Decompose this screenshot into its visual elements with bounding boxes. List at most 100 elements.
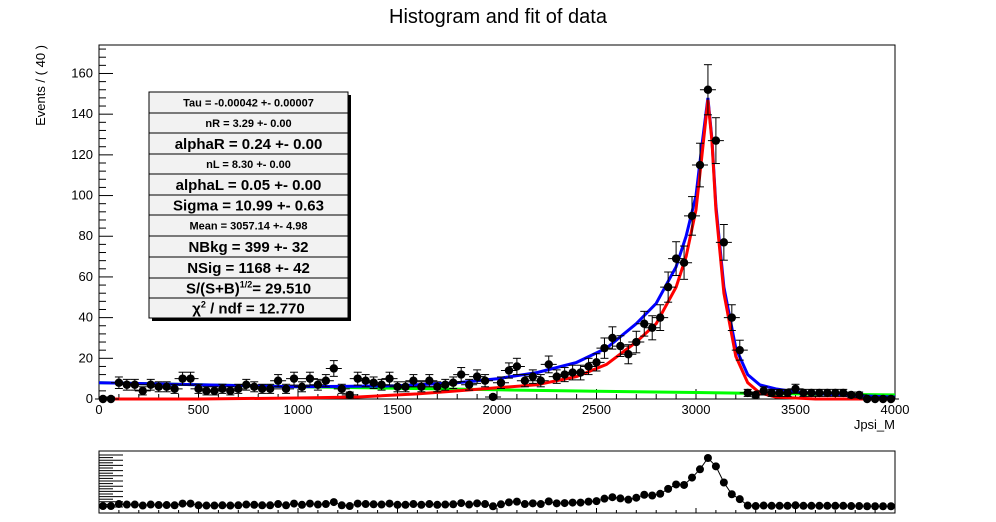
data-point xyxy=(238,378,255,391)
fit-result-row: Mean = 3057.14 +- 4.98 xyxy=(148,214,351,239)
marker xyxy=(584,362,593,371)
pull-point xyxy=(504,498,513,507)
marker xyxy=(305,374,315,383)
marker xyxy=(751,390,760,400)
x-tick-label: 500 xyxy=(188,402,210,417)
pull-point xyxy=(329,498,338,507)
marker xyxy=(138,386,147,396)
pull-point xyxy=(130,500,139,509)
marker xyxy=(743,388,752,398)
data-point xyxy=(477,374,494,388)
fit-result-row: NBkg = 399 +- 32 xyxy=(148,235,351,260)
data-point xyxy=(341,390,358,400)
y-axis-label: Events / ( 40 ) xyxy=(33,45,48,126)
marker xyxy=(441,380,450,389)
marker xyxy=(663,282,673,292)
marker xyxy=(218,384,227,394)
fit-result-text: Tau = -0.00042 +- 0.00007 xyxy=(183,97,314,109)
row-face xyxy=(148,297,349,319)
marker xyxy=(719,238,729,247)
marker xyxy=(170,384,179,394)
marker xyxy=(480,376,490,385)
pull-point xyxy=(290,499,299,508)
pull-point xyxy=(433,500,442,509)
fit-result-text: S/(S+B)1/2= 29.510 xyxy=(186,279,311,297)
marker xyxy=(329,364,339,373)
pull-point xyxy=(512,497,521,506)
pull-point xyxy=(138,501,147,510)
pull-point xyxy=(297,500,306,509)
data-point xyxy=(723,304,740,331)
fit-result-text: Mean = 3057.14 +- 4.98 xyxy=(189,220,307,232)
pull-point xyxy=(616,494,625,503)
fit-result-text: alphaL = 0.05 +- 0.00 xyxy=(176,177,322,194)
pull-point xyxy=(210,501,219,510)
pull-point xyxy=(735,495,744,504)
pull-point xyxy=(473,499,482,508)
pull-point xyxy=(695,465,704,474)
pull-point xyxy=(855,502,864,511)
x-tick-label: 1500 xyxy=(383,402,412,417)
marker xyxy=(449,378,458,387)
pull-point xyxy=(122,500,131,509)
data-point xyxy=(421,374,438,388)
marker xyxy=(313,380,323,389)
data-point xyxy=(684,196,701,236)
pull-point xyxy=(441,500,450,509)
pull-point xyxy=(337,501,346,510)
marker xyxy=(210,386,219,396)
pull-point xyxy=(377,500,386,509)
pull-point xyxy=(218,501,227,510)
marker xyxy=(592,358,601,367)
data-point xyxy=(572,364,589,381)
data-point xyxy=(851,390,868,400)
marker xyxy=(409,376,418,385)
marker xyxy=(106,394,116,404)
x-tick-label: 3000 xyxy=(682,402,711,417)
pull-point xyxy=(640,490,649,499)
pull-point xyxy=(313,500,322,509)
marker xyxy=(552,372,561,381)
marker xyxy=(353,374,362,383)
marker xyxy=(624,350,633,359)
y-tick-label: 60 xyxy=(79,269,93,284)
pull-point xyxy=(815,501,824,510)
data-point xyxy=(278,383,295,394)
data-point xyxy=(492,376,509,389)
data-point xyxy=(293,381,310,393)
data-point xyxy=(461,378,478,391)
data-point xyxy=(883,394,900,404)
data-point xyxy=(500,362,517,379)
data-points xyxy=(94,64,900,404)
pull-point xyxy=(321,500,330,509)
marker xyxy=(648,323,657,332)
pull-point xyxy=(528,499,537,508)
data-point xyxy=(707,117,724,165)
fit-result-row: NSig = 1168 +- 42 xyxy=(148,256,351,281)
data-point xyxy=(668,241,685,277)
pull-point xyxy=(361,500,370,509)
data-point xyxy=(620,344,637,365)
pull-point xyxy=(274,500,283,509)
marker xyxy=(544,360,553,369)
pull-point xyxy=(282,501,291,510)
marker xyxy=(265,384,275,394)
fit-result-text: nR = 3.29 +- 0.00 xyxy=(205,118,291,130)
data-point xyxy=(715,223,732,261)
pull-point xyxy=(202,501,211,510)
marker xyxy=(162,382,171,391)
marker xyxy=(695,160,705,170)
marker xyxy=(250,382,259,391)
fit-result-text: alphaR = 0.24 +- 0.00 xyxy=(175,136,323,153)
signal-fit-curve xyxy=(99,99,895,401)
marker xyxy=(600,343,609,353)
marker xyxy=(711,136,721,145)
pull-point xyxy=(250,500,259,509)
marker xyxy=(130,380,140,389)
pull-point xyxy=(672,480,681,489)
fit-result-row: Sigma = 10.99 +- 0.63 xyxy=(148,194,351,218)
data-point xyxy=(325,360,342,377)
marker xyxy=(273,376,283,385)
data-point xyxy=(731,339,748,361)
data-point xyxy=(604,326,621,350)
